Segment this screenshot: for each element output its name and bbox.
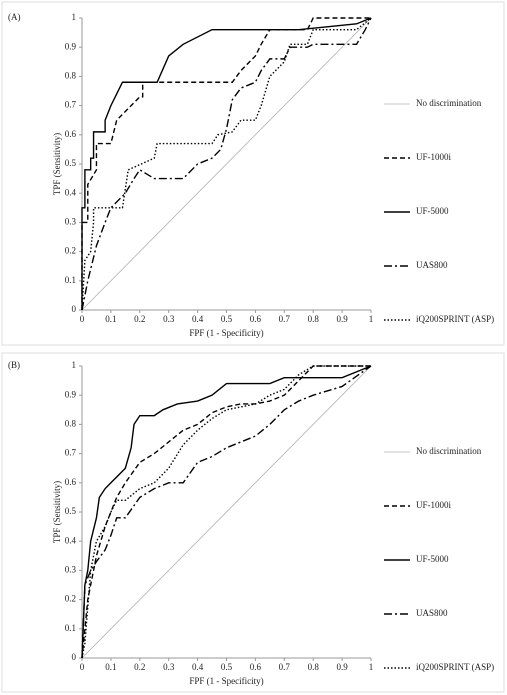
legend-label: UF-5000 — [416, 206, 449, 216]
x-tick-label: 0.3 — [163, 662, 175, 672]
y-tick-label: 0.4 — [65, 535, 77, 545]
x-tick-label: 0.3 — [163, 314, 175, 324]
x-tick-label: 0.1 — [105, 662, 116, 672]
legend-entry: iQ200SPRINT (ASP) — [416, 314, 495, 324]
y-tick-label: 0.2 — [65, 246, 76, 256]
legend-label: UAS800 — [416, 260, 448, 270]
legend-entry: UF-5000 — [416, 554, 449, 564]
y-tick-label: 1 — [72, 12, 77, 22]
y-tick-label: 0.6 — [65, 129, 77, 139]
x-axis-label: FPF (1 - Specificity) — [189, 328, 263, 338]
x-tick-label: 0.4 — [192, 314, 204, 324]
y-tick-label: 0.2 — [65, 594, 76, 604]
x-tick-label: 1 — [369, 662, 374, 672]
x-tick-label: 0.9 — [336, 662, 348, 672]
y-axis-label: TPF (Sensitivity) — [52, 481, 62, 543]
y-tick-label: 0.7 — [65, 448, 77, 458]
x-tick-label: 0.2 — [134, 662, 145, 672]
x-axis-label: FPF (1 - Specificity) — [189, 676, 263, 686]
y-tick-label: 0.4 — [65, 187, 77, 197]
legend-entry: iQ200SPRINT (ASP) — [416, 662, 495, 672]
legend-entry: No discrimination — [416, 446, 482, 456]
legend-entry: UF-1000i — [416, 500, 452, 510]
y-tick-label: 0.3 — [65, 564, 77, 574]
roc-curve — [81, 365, 372, 659]
y-tick-label: 0.5 — [65, 506, 77, 516]
legend-entry: UAS800 — [416, 608, 448, 618]
x-tick-label: 0.9 — [336, 314, 348, 324]
roc-curve — [81, 17, 372, 310]
y-tick-label: 0.1 — [65, 275, 76, 285]
x-tick-label: 0 — [80, 662, 85, 672]
x-tick-label: 0.1 — [105, 314, 116, 324]
y-tick-label: 0.7 — [65, 100, 77, 110]
panel-frame — [1, 1, 505, 346]
y-tick-label: 0.5 — [65, 158, 77, 168]
legend-label: UF-1000i — [416, 152, 452, 162]
legend-entry: UF-1000i — [416, 152, 452, 162]
y-tick-label: 0 — [72, 304, 77, 314]
y-tick-label: 0.1 — [65, 623, 76, 633]
legend-label: UF-5000 — [416, 554, 449, 564]
roc-curve — [81, 365, 371, 659]
y-tick-label: 0.8 — [65, 418, 77, 428]
x-tick-label: 0.2 — [134, 314, 145, 324]
roc-curve — [81, 365, 371, 659]
roc-curve — [81, 17, 372, 311]
roc-curve — [81, 17, 371, 310]
roc-curve — [81, 17, 372, 311]
legend-entry: UAS800 — [416, 260, 448, 270]
x-tick-label: 0.6 — [250, 662, 262, 672]
x-tick-label: 0.4 — [192, 662, 204, 672]
x-tick-label: 0.5 — [221, 314, 233, 324]
panel-frame — [1, 352, 505, 693]
x-tick-label: 0.8 — [308, 314, 320, 324]
legend-entry: No discrimination — [416, 98, 482, 108]
y-tick-label: 0.6 — [65, 477, 77, 487]
legend-label: No discrimination — [416, 446, 482, 456]
x-tick-label: 0.6 — [250, 314, 262, 324]
x-tick-label: 0.8 — [308, 662, 320, 672]
x-tick-label: 0.7 — [279, 314, 291, 324]
roc-curve — [81, 17, 372, 311]
legend-label: No discrimination — [416, 98, 482, 108]
legend-label: iQ200SPRINT (ASP) — [416, 314, 495, 324]
x-tick-label: 1 — [369, 314, 374, 324]
y-tick-label: 0.3 — [65, 216, 77, 226]
y-tick-label: 0 — [72, 652, 77, 662]
x-tick-label: 0.5 — [221, 662, 233, 672]
x-tick-label: 0 — [80, 314, 85, 324]
panel-label: (B) — [8, 360, 20, 370]
roc-curve — [81, 365, 372, 659]
y-tick-label: 0.8 — [65, 70, 77, 80]
legend-label: iQ200SPRINT (ASP) — [416, 662, 495, 672]
legend-label: UAS800 — [416, 608, 448, 618]
legend-entry: UF-5000 — [416, 206, 449, 216]
y-tick-label: 1 — [72, 360, 77, 370]
roc-curve — [81, 365, 372, 659]
x-tick-label: 0.7 — [279, 662, 291, 672]
y-tick-label: 0.9 — [65, 389, 77, 399]
y-axis-label: TPF (Sensitivity) — [52, 133, 62, 195]
y-tick-label: 0.9 — [65, 41, 77, 51]
legend-label: UF-1000i — [416, 500, 452, 510]
panel-label: (A) — [8, 12, 21, 22]
